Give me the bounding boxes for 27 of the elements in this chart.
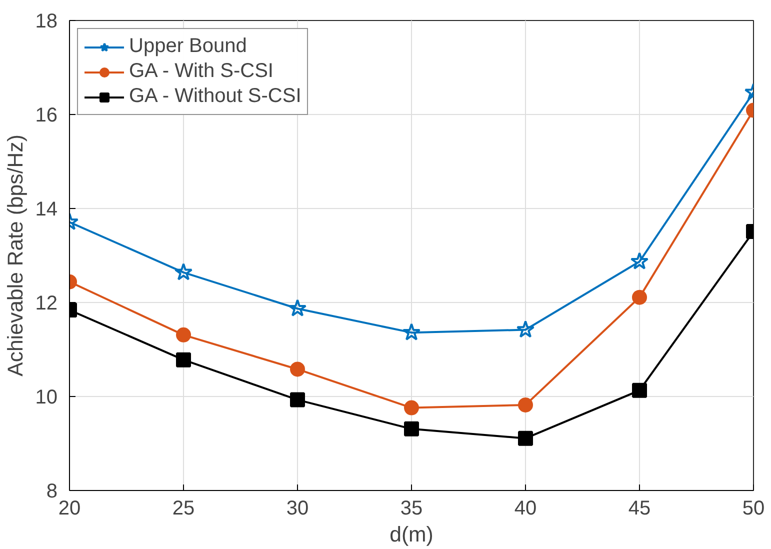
y-tick-label: 16 bbox=[35, 104, 58, 126]
x-tick-label: 20 bbox=[58, 498, 81, 520]
point bbox=[402, 323, 421, 340]
point bbox=[518, 397, 533, 412]
point bbox=[404, 400, 419, 416]
y-axis-title: Achievable Rate (bps/Hz) bbox=[3, 134, 28, 376]
legend-label: GA - Without S-CSI bbox=[129, 85, 302, 108]
legend-label: Upper Bound bbox=[129, 35, 247, 58]
x-tick-label: 35 bbox=[400, 498, 423, 520]
legend-label: GA - With S-CSI bbox=[129, 60, 274, 83]
y-tick-label: 12 bbox=[35, 292, 58, 314]
x-axis-title: d(m) bbox=[390, 522, 434, 546]
x-tick-label: 45 bbox=[628, 498, 651, 520]
point bbox=[404, 421, 419, 436]
point bbox=[288, 299, 307, 316]
y-tick-label: 10 bbox=[35, 386, 58, 408]
point bbox=[290, 392, 305, 408]
x-tick-label: 50 bbox=[742, 498, 765, 520]
point bbox=[518, 430, 533, 446]
x-tick-label: 25 bbox=[172, 498, 195, 520]
y-tick-label: 18 bbox=[35, 10, 58, 32]
y-tick-label: 14 bbox=[35, 198, 58, 220]
x-tick-label: 30 bbox=[286, 498, 309, 520]
x-tick-label: 40 bbox=[514, 498, 537, 520]
y-tick-label: 8 bbox=[46, 480, 58, 502]
point bbox=[290, 362, 305, 377]
point bbox=[516, 320, 535, 338]
